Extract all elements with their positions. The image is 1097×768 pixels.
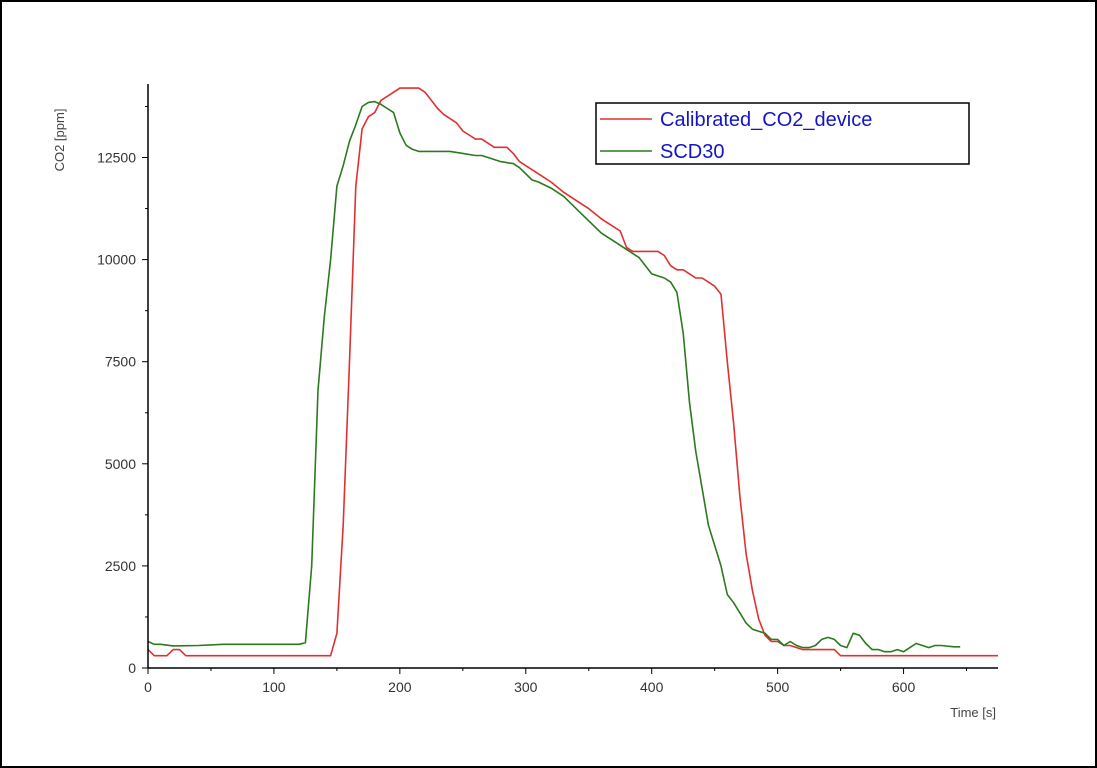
legend-box	[595, 102, 970, 165]
legend-label-scd30: SCD30	[660, 141, 724, 163]
y-axis-label: CO2 [ppm]	[52, 109, 67, 172]
x-tick-label: 200	[388, 679, 412, 695]
x-axis-label: Time [s]	[950, 705, 996, 720]
x-tick-label: 600	[892, 679, 916, 695]
x-tick-label: 0	[144, 679, 152, 695]
y-tick-label: 0	[128, 660, 136, 676]
x-tick-label: 400	[640, 679, 664, 695]
y-tick-label: 2500	[105, 558, 136, 574]
y-tick-label: 5000	[105, 456, 136, 472]
plot-area	[147, 87, 998, 657]
x-tick-label: 300	[514, 679, 538, 695]
axes: 0 100 200 300 400 500 600 0 2500 5000 7500 10000 125…	[97, 84, 998, 695]
legend: Calibrated_CO2_device SCD30	[595, 102, 970, 165]
y-tick-label: 10000	[97, 252, 136, 268]
y-tick-label: 12500	[97, 150, 136, 166]
series-line-scd30	[147, 100, 961, 653]
y-tick-label: 7500	[105, 354, 136, 370]
x-tick-label: 500	[766, 679, 790, 695]
legend-label-calibrated: Calibrated_CO2_device	[660, 109, 872, 131]
x-tick-label: 100	[262, 679, 286, 695]
series-line-calibrated	[147, 87, 998, 657]
